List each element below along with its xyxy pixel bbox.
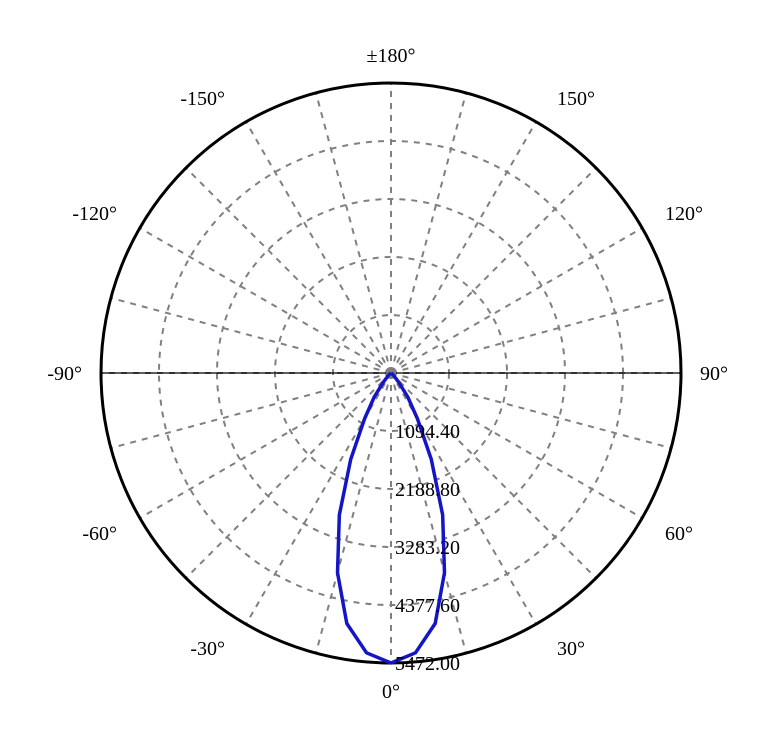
- grid-spoke: [316, 93, 391, 373]
- grid-spoke: [111, 298, 391, 373]
- angle-label: -90°: [47, 363, 82, 385]
- grid-spoke: [140, 373, 391, 518]
- angle-label: 150°: [557, 88, 595, 110]
- angle-label: -30°: [190, 638, 225, 660]
- angle-label: 60°: [665, 523, 693, 545]
- angle-label: 90°: [700, 363, 728, 385]
- grid-spoke: [391, 228, 642, 373]
- grid-spoke: [391, 298, 671, 373]
- radial-label: 3283.20: [395, 537, 460, 559]
- angle-label: -60°: [82, 523, 117, 545]
- grid-spoke: [391, 168, 596, 373]
- grid-spoke: [140, 228, 391, 373]
- grid-spoke: [186, 168, 391, 373]
- angle-label: 30°: [557, 638, 585, 660]
- angle-label: 0°: [382, 681, 400, 703]
- angle-label: -150°: [180, 88, 225, 110]
- grid-spoke: [316, 373, 391, 653]
- radial-label: 1094.40: [395, 421, 460, 443]
- radial-label: 5472.00: [395, 653, 460, 675]
- angle-label: 120°: [665, 203, 703, 225]
- radial-label: 2188.80: [395, 479, 460, 501]
- polar-chart: 1094.40 2188.80 3283.20 4377.60 5472.00 ±180°…: [0, 0, 782, 731]
- grid-spoke: [186, 373, 391, 578]
- angle-label: -120°: [72, 203, 117, 225]
- angle-label: ±180°: [367, 45, 416, 67]
- radial-label: 4377.60: [395, 595, 460, 617]
- grid-spoke: [391, 93, 466, 373]
- grid-spoke: [111, 373, 391, 448]
- grid-spoke: [246, 122, 391, 373]
- grid-spoke: [391, 122, 536, 373]
